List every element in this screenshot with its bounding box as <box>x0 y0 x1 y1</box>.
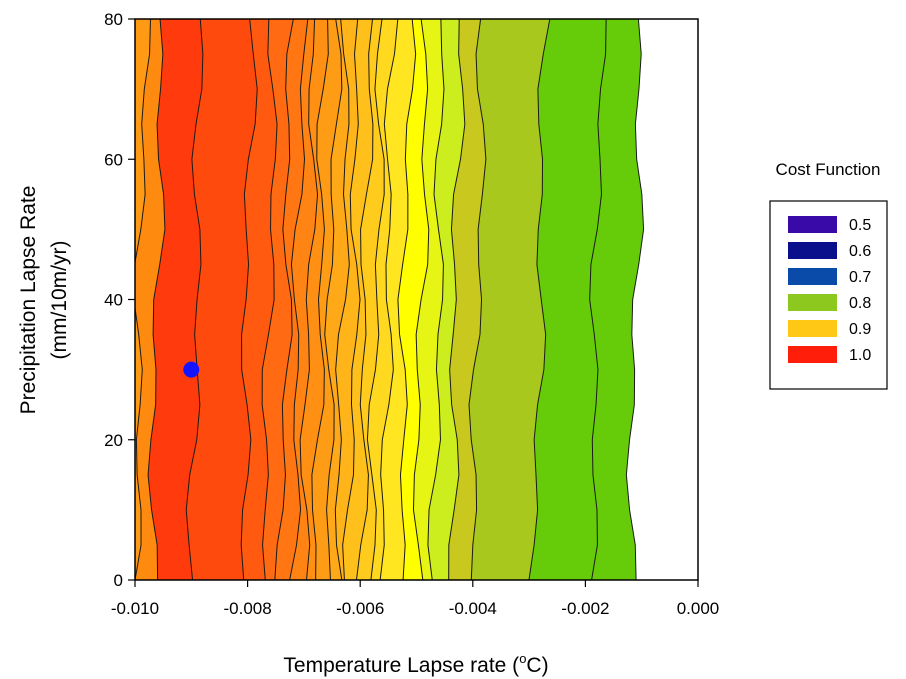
contour-line <box>625 19 645 580</box>
optimum-point <box>183 361 200 378</box>
contour-line <box>240 19 258 580</box>
contour-band <box>589 19 644 580</box>
contour-line <box>448 19 466 580</box>
legend-swatch <box>788 346 837 363</box>
x-axis: -0.010 -0.008 -0.006 -0.004 -0.002 0.000 <box>111 580 719 618</box>
contour-line <box>412 19 430 580</box>
contour-line <box>427 19 445 580</box>
x-axis-title: Temperature Lapse rate (oC) <box>283 651 548 677</box>
legend-swatch <box>788 242 837 259</box>
contour-band <box>342 19 373 580</box>
y-tick-label: 20 <box>104 431 123 450</box>
contour-line <box>299 19 319 580</box>
legend-swatch <box>788 268 837 285</box>
legend-entries: 0.5 0.6 0.7 0.8 0.9 1.0 <box>788 216 871 364</box>
contour-line <box>334 19 350 580</box>
contour-line <box>147 19 166 580</box>
contour-band <box>427 19 465 580</box>
contour-line <box>324 19 343 580</box>
legend-swatch <box>788 294 837 311</box>
contour-band <box>148 19 203 580</box>
y-tick-label: 40 <box>104 291 123 310</box>
contour-line <box>397 19 417 580</box>
legend-label: 0.5 <box>849 217 871 234</box>
contour-band <box>186 19 258 580</box>
y-axis-title: Precipitation Lapse Rate (mm/10m/yr) <box>17 186 71 415</box>
legend-label: 1.0 <box>849 347 871 364</box>
y-tick-label: 60 <box>104 150 123 169</box>
x-tick-label: -0.006 <box>336 599 384 618</box>
contour-band <box>367 19 398 580</box>
x-tick-label: -0.002 <box>561 599 609 618</box>
contour-band <box>135 19 165 580</box>
x-tick-label: -0.010 <box>111 599 159 618</box>
contour-line <box>274 19 294 580</box>
y-tick-label: 80 <box>104 10 123 29</box>
contour-band <box>324 19 350 580</box>
y-axis-title-line1: Precipitation Lapse Rate <box>17 186 40 415</box>
contour-line <box>185 19 204 580</box>
contour-band <box>289 19 318 580</box>
contour-line <box>261 19 278 580</box>
x-tick-label: -0.004 <box>449 599 497 618</box>
contour-line <box>311 19 329 580</box>
contour-band <box>356 19 385 580</box>
contour-band <box>241 19 278 580</box>
legend-swatch <box>788 216 837 233</box>
legend-label: 0.6 <box>849 243 871 260</box>
legend-title: Cost Function <box>776 160 881 179</box>
contour-lines <box>135 19 645 580</box>
contour-line <box>589 19 607 580</box>
contour-line <box>289 19 309 580</box>
contour-line <box>342 19 361 580</box>
contour-line <box>528 19 551 580</box>
contour-band <box>528 19 607 580</box>
contour-band <box>274 19 308 580</box>
legend-label: 0.7 <box>849 269 871 286</box>
legend-label: 0.8 <box>849 295 871 312</box>
x-tick-label: 0.000 <box>677 599 720 618</box>
contour-line <box>135 19 151 580</box>
contour-band <box>262 19 294 580</box>
y-axis: 0 20 40 60 80 <box>104 10 135 590</box>
contour-band <box>135 19 151 580</box>
contour-band <box>469 19 550 580</box>
contour-line <box>468 19 487 580</box>
legend-label: 0.9 <box>849 321 871 338</box>
contour-line <box>355 19 374 580</box>
y-axis-title-line2: (mm/10m/yr) <box>48 241 71 360</box>
contour-band <box>413 19 444 580</box>
x-tick-label: -0.008 <box>223 599 271 618</box>
contour-band <box>448 19 486 580</box>
contour-line <box>379 19 399 580</box>
y-tick-label: 0 <box>114 571 123 590</box>
contour-line <box>366 19 385 580</box>
contour-band <box>300 19 329 580</box>
legend-swatch <box>788 320 837 337</box>
